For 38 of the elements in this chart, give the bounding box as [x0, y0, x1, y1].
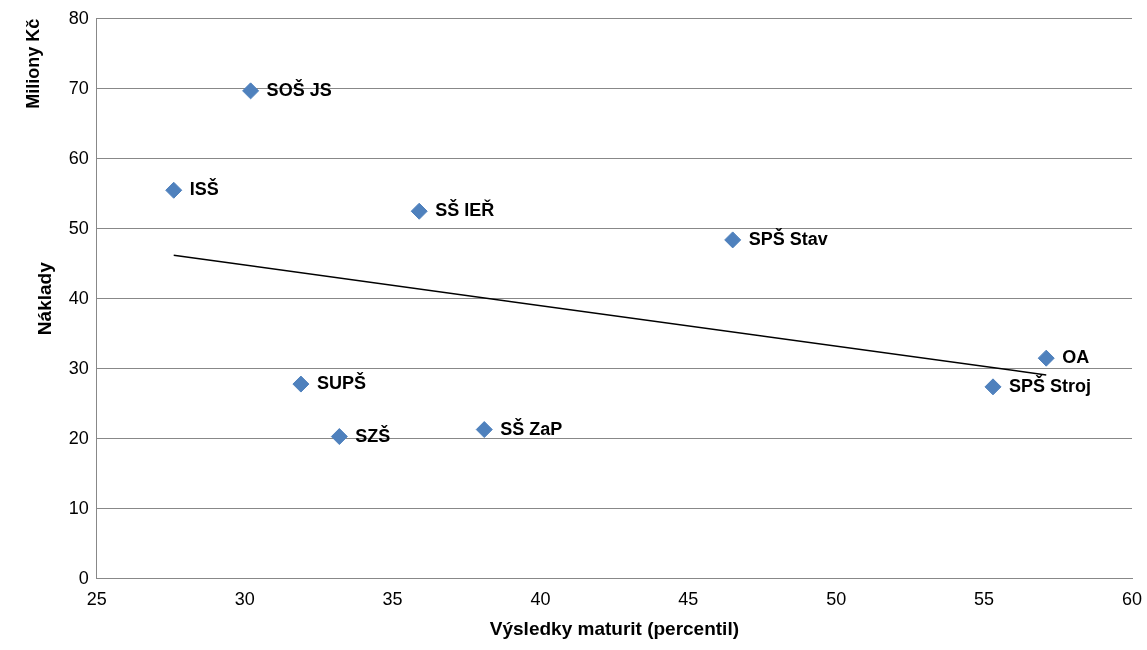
x-tick-label: 35	[382, 589, 403, 610]
annotation: SŠ IEŘ	[435, 199, 495, 221]
annotation: ISŠ	[189, 178, 219, 200]
y-tick-label: 70	[68, 77, 89, 98]
annotation: SOŠ JS	[266, 78, 332, 100]
annotation: SPŠ Stroj	[1008, 374, 1092, 396]
point	[292, 375, 310, 393]
y-tick-label: 60	[68, 147, 89, 168]
y-tick-label: 20	[68, 427, 89, 448]
point	[330, 428, 348, 446]
x-tick-label: 30	[234, 589, 255, 610]
point	[242, 82, 260, 100]
y-tick-label: 50	[68, 217, 89, 238]
point	[475, 421, 493, 439]
point	[1037, 349, 1055, 367]
y-tick-label: 40	[68, 287, 89, 308]
y-tick-label: 80	[68, 7, 89, 28]
annotation: SUPŠ	[316, 372, 366, 394]
annotation: SŠ ZaP	[500, 417, 563, 439]
y-tick-label: 10	[68, 497, 89, 518]
point	[165, 181, 183, 199]
x-tick-label: 60	[1121, 589, 1143, 610]
y-tick-label: 0	[78, 567, 89, 588]
x-tick-label: 25	[86, 589, 107, 610]
annotation: SPŠ Stav	[748, 227, 828, 249]
point	[984, 378, 1002, 396]
x-tick-label: 45	[678, 589, 699, 610]
x-tick-label: 55	[974, 589, 995, 610]
x-tick-label: 40	[530, 589, 551, 610]
annotation: OA	[1062, 347, 1090, 368]
y-axis-title: Náklady	[33, 261, 55, 336]
y-tick-label: 30	[68, 357, 89, 378]
text: Miliony Kč	[22, 18, 43, 109]
x-axis-title: Výsledky maturit (percentil)	[489, 617, 740, 639]
annotation: SZŠ	[355, 424, 391, 446]
point	[724, 231, 742, 249]
x-tick-label: 50	[826, 589, 847, 610]
point	[410, 202, 428, 220]
